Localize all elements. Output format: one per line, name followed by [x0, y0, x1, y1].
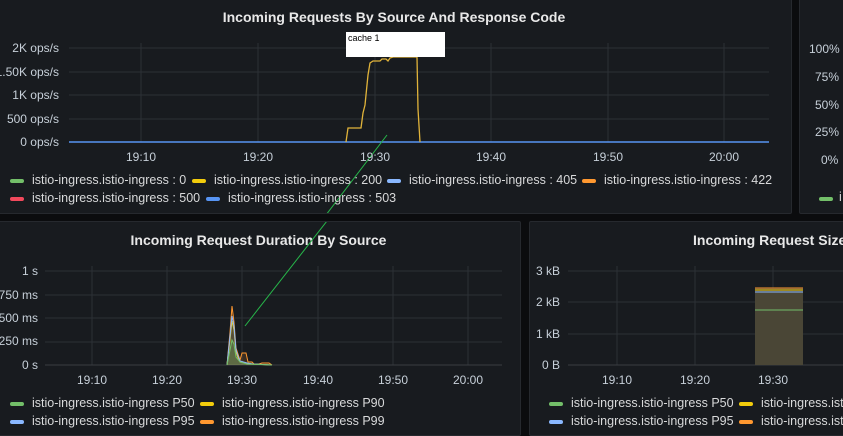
y-tick: 1 kB	[535, 327, 560, 341]
duration-chart[interactable]	[0, 222, 521, 436]
right-top-panel: 100% 75% 50% 25% 0% i	[799, 0, 843, 214]
grid	[45, 266, 502, 365]
y-tick: 50%	[815, 98, 840, 112]
y-tick: 0 B	[541, 358, 560, 372]
legend-label: istio-ingress.istio-ingress : 500	[32, 191, 201, 205]
legend-item[interactable]: istio-ingress.istio-ingress P95	[10, 414, 195, 428]
y-tick: 25%	[815, 125, 840, 139]
size-area	[755, 288, 803, 365]
legend-item[interactable]: istio-ingress.istio-ingress P50	[549, 396, 734, 410]
legend-label: istio-ingress.istio-ingress : 405	[409, 173, 578, 187]
y-tick: 1.50K ops/s	[0, 65, 59, 79]
x-tick: 19:10	[125, 150, 157, 164]
legend-item[interactable]: istio-ingress.isti	[739, 414, 843, 428]
legend-item[interactable]: istio-ingress.istio-ingress : 405	[387, 173, 577, 187]
legend-swatch	[200, 419, 214, 424]
series-200-line	[345, 56, 421, 143]
y-tick: 500 ops/s	[6, 112, 59, 126]
legend-swatch	[200, 401, 214, 406]
legend-swatch	[387, 178, 401, 183]
annotation-arrow	[326, 134, 388, 213]
series-p50	[226, 338, 273, 366]
requests-panel: Incoming Requests By Source And Response…	[0, 0, 792, 214]
legend-item[interactable]: istio-ingress.istio-ingress : 500	[10, 191, 200, 205]
x-tick: 19:30	[757, 373, 789, 387]
series-p99	[226, 305, 273, 366]
panel-title: Incoming Request Duration By Source	[130, 232, 387, 248]
legend-swatch	[192, 178, 206, 183]
y-tick: 500 ms	[0, 311, 38, 325]
x-tick: 19:50	[377, 373, 409, 387]
legend-label: istio-ingress.istio-ingress P95	[571, 414, 734, 428]
legend-swatch	[10, 196, 24, 201]
y-tick: 2K ops/s	[12, 41, 59, 55]
annotation-arrow	[244, 222, 327, 327]
legend-label: istio-ingress.istio-ingress : 0	[32, 173, 187, 187]
size-panel: Incoming Request Size B 3 kB 2 kB 1 kB 0…	[529, 221, 843, 436]
x-tick: 19:30	[226, 373, 258, 387]
legend-swatch	[549, 419, 563, 424]
legend-label: istio-ingress.istio-ingress P95	[32, 414, 195, 428]
y-tick: 0 s	[21, 358, 38, 372]
legend-label-partial: i	[839, 190, 842, 204]
duration-panel: Incoming Request Duration By Source 1 s …	[0, 221, 521, 436]
legend-item[interactable]: istio-ingress.isti	[739, 396, 843, 410]
panel-title: Incoming Request Size B	[693, 232, 843, 248]
x-tick: 19:30	[359, 150, 391, 164]
legend-swatch	[819, 197, 833, 201]
legend-swatch	[582, 178, 596, 183]
legend-swatch	[549, 401, 563, 406]
legend-label: istio-ingress.isti	[761, 414, 843, 428]
y-tick: 1 s	[21, 264, 38, 278]
legend-label: istio-ingress.istio-ingress P50	[32, 396, 195, 410]
legend-item[interactable]: istio-ingress.istio-ingress P90	[200, 396, 385, 410]
x-tick: 19:20	[151, 373, 183, 387]
legend-item[interactable]: istio-ingress.istio-ingress P50	[10, 396, 195, 410]
legend-item[interactable]: istio-ingress.istio-ingress P99	[200, 414, 385, 428]
x-tick: 19:20	[242, 150, 274, 164]
x-tick: 19:40	[475, 150, 507, 164]
legend-label: istio-ingress.istio-ingress : 503	[228, 191, 397, 205]
grid	[568, 266, 843, 365]
y-tick: 100%	[809, 42, 840, 56]
tooltip: cache 1	[346, 32, 445, 57]
legend-item[interactable]: istio-ingress.istio-ingress P95	[549, 414, 734, 428]
legend-swatch	[739, 419, 753, 424]
legend-item[interactable]: istio-ingress.istio-ingress : 0	[10, 173, 186, 187]
panel-title: Incoming Requests By Source And Response…	[222, 9, 566, 25]
series-p95	[226, 315, 273, 366]
legend-label: istio-ingress.istio-ingress P90	[222, 396, 385, 410]
x-tick: 19:10	[601, 373, 633, 387]
legend-label: istio-ingress.istio-ingress P50	[571, 396, 734, 410]
legend-item[interactable]: istio-ingress.istio-ingress : 200	[192, 173, 382, 187]
y-tick: 75%	[815, 70, 840, 84]
requests-chart[interactable]	[0, 0, 792, 214]
legend-label: istio-ingress.istio-ingress P99	[222, 414, 385, 428]
x-tick: 19:10	[76, 373, 108, 387]
x-tick: 20:00	[708, 150, 740, 164]
y-tick: 0%	[821, 153, 839, 167]
y-tick: 0 ops/s	[20, 135, 59, 149]
x-tick: 19:20	[679, 373, 711, 387]
legend-swatch	[206, 196, 220, 201]
legend-swatch	[10, 419, 24, 424]
legend-label: istio-ingress.istio-ingress : 200	[214, 173, 383, 187]
y-tick: 750 ms	[0, 288, 38, 302]
y-tick: 2 kB	[535, 295, 560, 309]
legend-swatch	[10, 401, 24, 406]
x-tick: 20:00	[452, 373, 484, 387]
legend-item[interactable]: istio-ingress.istio-ingress : 503	[206, 191, 396, 205]
x-tick: 19:50	[592, 150, 624, 164]
legend-swatch	[10, 178, 24, 183]
x-tick: 19:40	[302, 373, 334, 387]
legend-swatch	[739, 401, 753, 406]
y-tick: 250 ms	[0, 334, 38, 348]
legend-label: istio-ingress.istio-ingress : 422	[604, 173, 773, 187]
legend-item[interactable]: istio-ingress.istio-ingress : 422	[582, 173, 772, 187]
legend-label: istio-ingress.isti	[761, 396, 843, 410]
y-tick: 1K ops/s	[12, 88, 59, 102]
y-tick: 3 kB	[535, 264, 560, 278]
size-chart[interactable]	[530, 222, 843, 436]
